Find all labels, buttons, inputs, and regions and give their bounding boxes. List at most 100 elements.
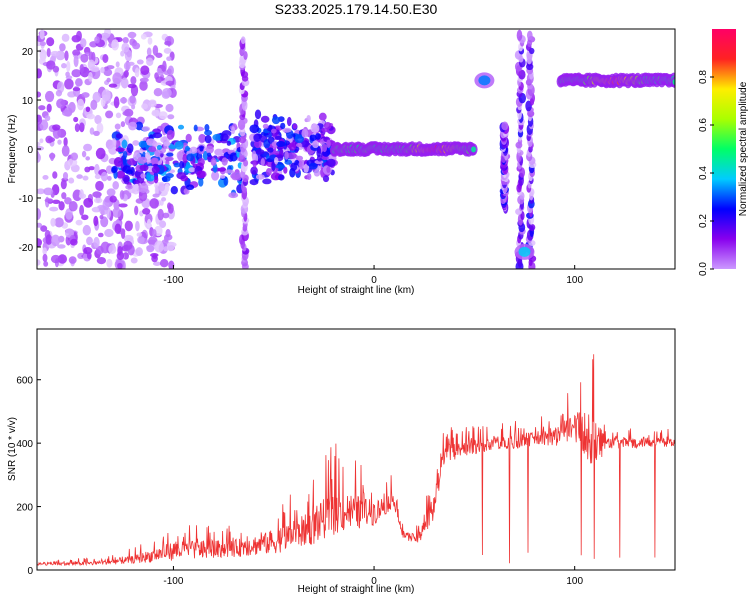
spectral-blob [57,139,62,145]
spectral-blob [62,171,69,180]
spectral-blob [44,115,51,122]
spectral-blob [72,49,81,57]
spectral-blob [94,174,101,180]
x-tick-label: 100 [566,576,583,587]
spectral-blob [151,109,160,117]
spectral-blob [501,121,509,131]
spectral-blob [231,126,236,135]
spectral-blob [93,197,103,204]
spectral-blob [178,160,185,169]
spectral-blob [182,153,188,164]
spectral-blob [323,122,332,130]
spectral-blob [76,30,82,42]
spectral-blob [46,60,56,70]
spectral-blob [162,212,170,219]
spectral-blob [81,150,87,158]
spectral-blob [59,43,66,52]
spectral-blob [76,98,85,111]
spectral-blob [204,135,212,144]
spectral-blob [146,245,155,253]
colorbar-ticks: 0.0 0.2 0.4 0.6 0.8 [698,70,714,276]
spectral-blob [50,254,61,264]
spectral-blob [123,176,130,185]
spectral-blob [130,76,137,85]
spectral-blob [65,71,70,77]
spectral-blob [253,133,261,143]
spectral-blob [163,70,170,76]
spectral-blob [64,50,69,61]
spectral-blob [90,99,98,111]
spectral-blob [105,110,114,119]
spectral-blob [124,220,133,232]
spectral-blob [82,175,89,181]
spectral-blob [37,141,41,147]
spectral-blob [106,258,113,268]
spectral-blob [315,132,321,140]
spectral-blob [57,244,66,249]
spectral-blob [672,79,675,85]
spectral-blob [131,104,136,110]
spectral-blob [66,60,71,73]
spectrogram-x-ticks: -100 0 100 [163,265,583,286]
y-tick-label: 200 [16,503,33,514]
spectral-blob [112,72,122,85]
spectral-blob [286,116,292,127]
spectral-blob [87,59,96,70]
spectral-blob [174,141,184,150]
spectral-blob [139,80,148,91]
spectral-blob [115,61,120,68]
spectral-blob [124,49,133,62]
spectral-blob [280,122,286,130]
spectral-blob [153,175,159,184]
spectral-blob [58,201,65,211]
spectral-blob [95,147,106,160]
spectral-blob [116,170,126,179]
spectral-blob [121,139,128,149]
spectral-blob [85,156,91,161]
spectral-blob [86,251,92,260]
spectral-blob [95,180,104,191]
spectral-blob [132,140,140,146]
spectral-blob [128,121,138,131]
spectral-blob [185,133,192,143]
spectral-blob [262,178,272,185]
spectral-blob [115,133,123,139]
spectral-blob [82,224,91,236]
spectral-blob [111,165,118,173]
spectral-blob [120,77,129,89]
spectral-blob [271,161,276,172]
spectral-blob [81,214,89,221]
spectral-blob [52,199,61,204]
spectral-blob [166,241,175,252]
spectral-blob [199,146,204,152]
spectral-blob [165,80,175,86]
spectral-blob [249,179,259,186]
spectral-blob [76,174,83,179]
spectral-blob [196,170,206,179]
spectral-blob [471,146,477,153]
spectral-blob [94,114,102,125]
spectral-blob [288,142,297,151]
spectral-blob [274,156,279,165]
spectral-blob [116,251,125,261]
spectral-blob [270,128,277,134]
spectral-blob [83,143,93,152]
spectral-blob [57,254,68,264]
spectral-blob [159,220,167,229]
spectral-blob [108,144,118,155]
spectral-blob [71,69,82,78]
spectral-blob [113,96,120,109]
spectral-blob [140,173,146,179]
spectral-blob [228,192,239,199]
y-tick-label: 0 [27,566,33,577]
spectral-blob [158,183,166,192]
spectral-blob [146,218,152,229]
spectral-blob [81,92,90,98]
y-tick-label: 400 [16,439,33,450]
spectral-blob [145,138,156,146]
spectral-blob [52,124,61,131]
spectral-blob [120,50,125,57]
spectral-blob [100,171,108,182]
spectral-blob [255,149,265,155]
spectrogram-y-axis-label: Frequency (Hz) [7,115,18,184]
